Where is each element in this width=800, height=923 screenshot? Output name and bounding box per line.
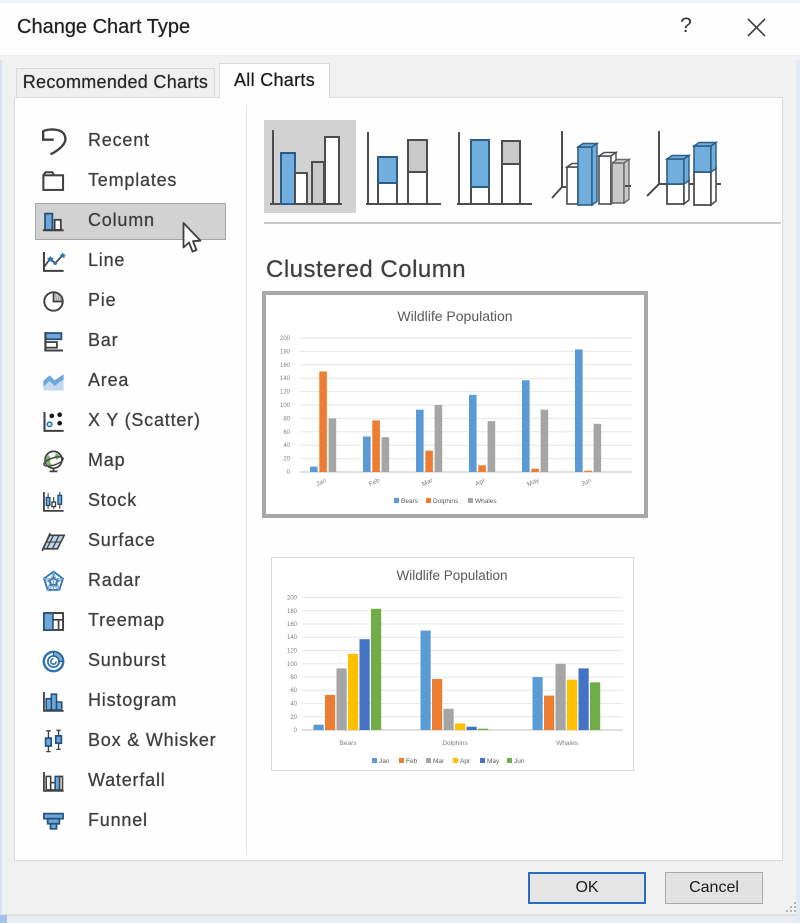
svg-text:Bears: Bears xyxy=(340,740,358,747)
svg-text:Jan: Jan xyxy=(379,758,390,765)
svg-text:Apr: Apr xyxy=(460,758,471,765)
svg-text:120: 120 xyxy=(280,390,291,396)
svg-text:200: 200 xyxy=(280,336,291,342)
svg-text:40: 40 xyxy=(290,702,297,708)
svg-text:Whales: Whales xyxy=(475,498,497,505)
svg-text:160: 160 xyxy=(280,363,291,369)
svg-text:60: 60 xyxy=(290,688,297,694)
svg-text:Feb: Feb xyxy=(368,477,381,488)
svg-text:Jan: Jan xyxy=(315,477,328,488)
svg-text:80: 80 xyxy=(283,416,290,422)
svg-text:Bears: Bears xyxy=(401,498,419,505)
svg-text:120: 120 xyxy=(287,649,298,655)
svg-text:40: 40 xyxy=(283,443,290,449)
svg-text:180: 180 xyxy=(280,349,291,355)
svg-text:Jun: Jun xyxy=(514,758,525,765)
svg-text:Mar: Mar xyxy=(433,758,445,765)
svg-text:Feb: Feb xyxy=(406,758,418,765)
svg-text:Dolphins: Dolphins xyxy=(433,498,459,505)
svg-text:Mar: Mar xyxy=(421,477,435,488)
svg-text:Dolphins: Dolphins xyxy=(442,740,468,747)
svg-text:80: 80 xyxy=(290,675,297,681)
svg-text:Wildlife Population: Wildlife Population xyxy=(397,308,512,324)
svg-text:Wildlife Population: Wildlife Population xyxy=(396,568,507,583)
svg-text:0: 0 xyxy=(294,728,298,734)
svg-text:Apr: Apr xyxy=(474,477,487,488)
svg-text:Jun: Jun xyxy=(580,477,593,488)
svg-text:180: 180 xyxy=(287,609,298,615)
svg-text:20: 20 xyxy=(290,715,297,721)
svg-text:200: 200 xyxy=(287,596,298,602)
svg-text:20: 20 xyxy=(283,457,290,463)
svg-text:Whales: Whales xyxy=(556,740,578,747)
svg-text:140: 140 xyxy=(287,635,298,641)
svg-text:0: 0 xyxy=(287,470,291,476)
svg-text:140: 140 xyxy=(280,376,291,382)
svg-text:100: 100 xyxy=(280,403,291,409)
svg-text:May: May xyxy=(487,758,500,765)
svg-text:100: 100 xyxy=(287,662,298,668)
svg-text:60: 60 xyxy=(283,430,290,436)
svg-text:160: 160 xyxy=(287,622,298,628)
svg-text:May: May xyxy=(526,477,541,489)
